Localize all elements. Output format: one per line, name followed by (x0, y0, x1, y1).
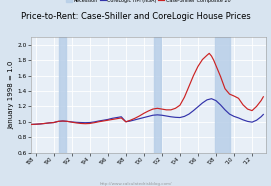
Bar (59, 37, 66, 153)
Bar (154, 37, 161, 153)
Bar (215, 37, 230, 153)
Text: http://www.calculatedriskblog.com/: http://www.calculatedriskblog.com/ (99, 182, 172, 186)
Y-axis label: January 1998 = 1.0: January 1998 = 1.0 (9, 61, 15, 129)
Legend: Recession, CoreLogic HPI (NSA), Case-Shiller Composite 20: Recession, CoreLogic HPI (NSA), Case-Shi… (64, 0, 232, 5)
Text: Price-to-Rent: Case-Shiller and CoreLogic House Prices: Price-to-Rent: Case-Shiller and CoreLogi… (21, 12, 250, 21)
